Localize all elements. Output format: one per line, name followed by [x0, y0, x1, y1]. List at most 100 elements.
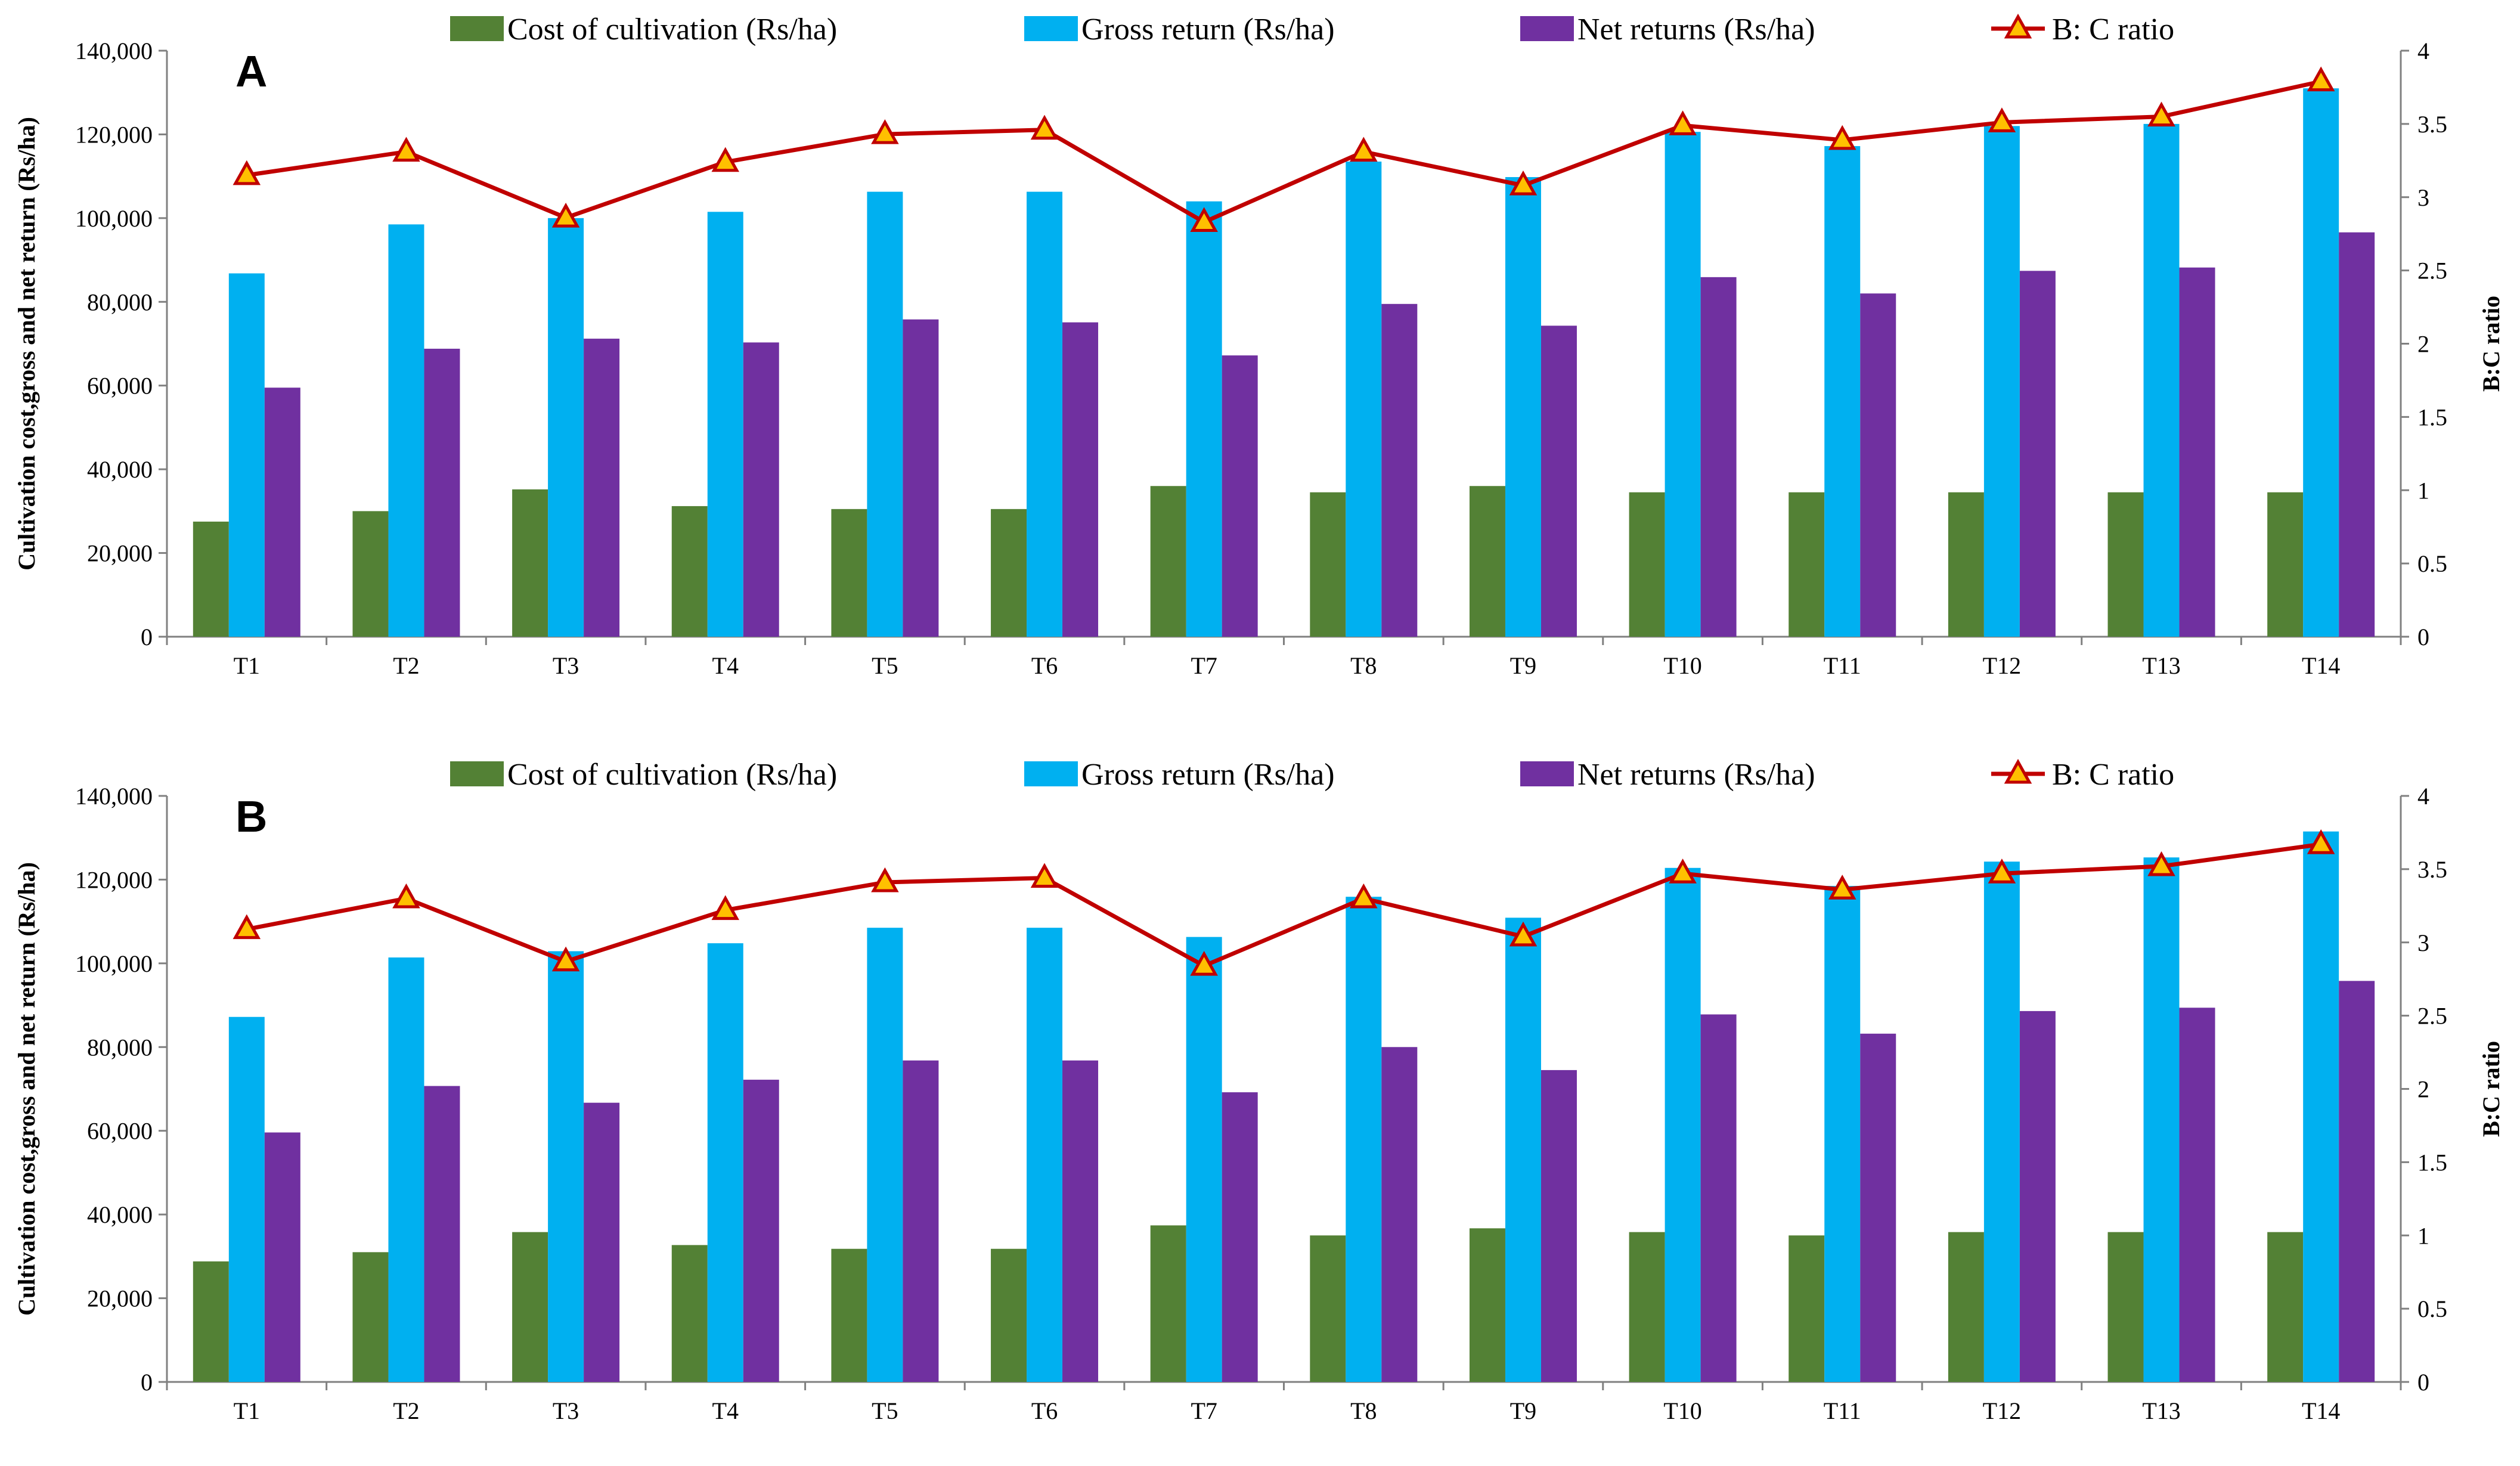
legend-swatch-gross: [1024, 16, 1078, 41]
y-tick-label: 140,000: [75, 38, 153, 64]
bar-gross: [707, 943, 743, 1382]
x-tick-label: T9: [1510, 1397, 1536, 1424]
y-tick-label: 120,000: [75, 121, 153, 148]
ratio-point: [1988, 858, 2016, 884]
ratio-point: [551, 203, 580, 228]
y-tick-label: 120,000: [75, 866, 153, 893]
bar-net: [2339, 232, 2375, 637]
y2-tick-label: 1: [2417, 477, 2429, 504]
y-tick-label: 80,000: [87, 289, 153, 315]
y-tick-label: 40,000: [87, 1201, 153, 1228]
bar-net: [1222, 355, 1258, 637]
bar-cost: [512, 489, 548, 637]
bar-cost: [1948, 492, 1984, 637]
bar-net: [2019, 1011, 2056, 1382]
x-tick-label: T1: [234, 652, 260, 679]
y-axis-title: Cultivation cost,gross and net return (R…: [13, 862, 40, 1316]
legend-label-net: Net returns (Rs/ha): [1577, 13, 1815, 47]
bar-net: [743, 342, 779, 637]
y2-tick-label: 3.5: [2417, 856, 2447, 883]
bar-cost: [193, 1261, 229, 1382]
bar-cost: [1789, 492, 1825, 637]
bar-gross: [1824, 885, 1861, 1382]
bar-cost: [2267, 1232, 2304, 1382]
y2-tick-label: 3: [2417, 184, 2429, 211]
y2-tick-label: 4: [2417, 783, 2429, 810]
bar-gross: [548, 951, 584, 1382]
ratio-point: [392, 137, 420, 162]
bar-net: [264, 1132, 300, 1382]
y2-tick-label: 2.5: [2417, 1003, 2447, 1030]
x-tick-label: T3: [553, 652, 579, 679]
bar-gross: [707, 212, 743, 637]
ratio-point: [1669, 110, 1697, 135]
bar-net: [584, 339, 620, 637]
y-tick-label: 100,000: [75, 950, 153, 977]
y-tick-label: 60,000: [87, 373, 153, 399]
bar-net: [903, 319, 939, 637]
bar-cost: [671, 1245, 708, 1382]
ratio-point: [1669, 858, 1697, 884]
bar-net: [1540, 326, 1577, 637]
bar-net: [2019, 271, 2056, 637]
x-tick-label: T2: [393, 652, 419, 679]
bar-cost: [2267, 492, 2304, 637]
panel-label: A: [235, 47, 267, 96]
y-tick-label: 0: [141, 1369, 153, 1396]
bar-net: [1700, 277, 1737, 637]
legend-label-net: Net returns (Rs/ha): [1577, 758, 1815, 792]
x-tick-label: T7: [1191, 652, 1217, 679]
y-tick-label: 100,000: [75, 205, 153, 232]
bar-cost: [991, 509, 1027, 637]
bar-gross: [1186, 201, 1222, 637]
bar-gross: [1664, 132, 1701, 637]
x-tick-label: T13: [2142, 652, 2180, 679]
bar-net: [2339, 981, 2375, 1382]
ratio-point: [1350, 883, 1378, 909]
y2-tick-label: 2: [2417, 1076, 2429, 1103]
y-tick-label: 0: [141, 624, 153, 650]
bar-gross: [2303, 88, 2339, 637]
x-tick-label: T5: [872, 652, 898, 679]
ratio-point: [1828, 125, 1856, 150]
x-tick-label: T8: [1350, 652, 1377, 679]
ratio-point: [2147, 851, 2175, 876]
bar-gross: [867, 191, 903, 637]
bar-cost: [671, 506, 708, 637]
ratio-point: [2147, 101, 2175, 127]
ratio-point: [711, 147, 740, 172]
x-tick-label: T6: [1031, 1397, 1058, 1424]
y2-axis-title: B:C ratio: [2478, 296, 2504, 392]
panel-a: 0 20,000 40,000 60,000 80,000 100,000 120,000 1…: [0, 0, 2520, 721]
bar-net: [743, 1080, 779, 1382]
legend-label-ratio: B: C ratio: [2052, 758, 2174, 792]
y2-tick-label: 3.5: [2417, 111, 2447, 138]
y2-tick-label: 2: [2417, 331, 2429, 358]
ratio-point: [233, 914, 261, 940]
legend-swatch-net: [1520, 761, 1574, 786]
bar-cost: [1310, 1235, 1346, 1382]
bar-gross: [1346, 162, 1382, 637]
legend-label-cost: Cost of cultivation (Rs/ha): [507, 758, 837, 792]
bar-gross: [1027, 191, 1063, 637]
ratio-point: [1350, 137, 1378, 162]
bar-cost: [831, 1248, 867, 1382]
bar-gross: [1983, 861, 2020, 1382]
bar-net: [584, 1102, 620, 1382]
bar-gross: [388, 957, 424, 1382]
x-tick-label: T11: [1824, 1397, 1861, 1424]
chart-svg: 0 20,000 40,000 60,000 80,000 100,000 120,000 1…: [13, 758, 2504, 1424]
bar-cost: [1948, 1232, 1984, 1382]
x-tick-label: T4: [712, 652, 739, 679]
bar-cost: [352, 511, 389, 637]
ratio-point: [1030, 863, 1059, 888]
x-tick-label: T10: [1663, 1397, 1701, 1424]
bar-gross: [388, 224, 424, 637]
bar-gross: [2303, 831, 2339, 1382]
bar-net: [1860, 293, 1896, 637]
ratio-point: [1509, 921, 1538, 947]
y2-tick-label: 4: [2417, 38, 2429, 64]
x-tick-label: T12: [1983, 652, 2021, 679]
y2-tick-label: 3: [2417, 929, 2429, 956]
